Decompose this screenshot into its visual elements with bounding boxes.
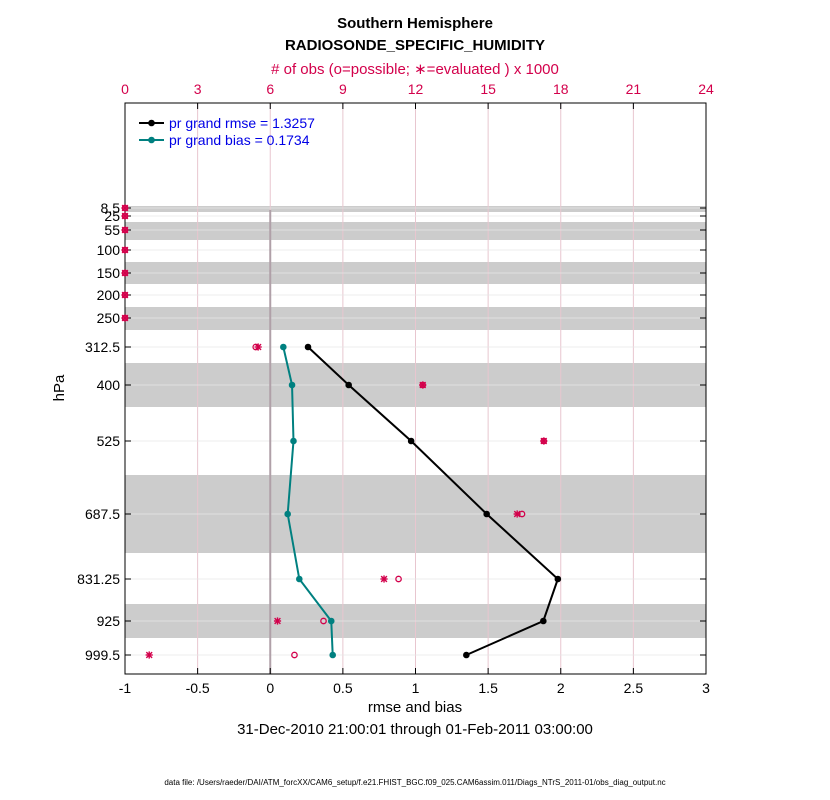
obs-evaluated-marker bbox=[273, 617, 282, 625]
x-axis-ticks: -1 -0.5 0 0.5 1 1.5 2 2.5 3 bbox=[119, 668, 710, 696]
top-axis-label: # of obs (o=possible; ∗=evaluated ) x 10… bbox=[271, 61, 559, 78]
obs-evaluated-stroke bbox=[380, 575, 388, 583]
obs-evaluated-marker bbox=[540, 437, 548, 445]
obs-evaluated-stroke bbox=[145, 651, 153, 659]
obs-evaluated-stroke bbox=[419, 381, 427, 389]
legend-bias-label: pr grand bias = 0.1734 bbox=[169, 132, 310, 148]
y-tick-label: 999.5 bbox=[85, 647, 120, 663]
obs-evaluated-stroke bbox=[540, 437, 548, 445]
top-tick-label: 15 bbox=[480, 81, 496, 97]
x-axis-label: rmse and bias bbox=[368, 699, 462, 716]
x-tick-label: 1.5 bbox=[478, 680, 498, 696]
obs-possible-marker bbox=[395, 575, 402, 583]
y-tick-label: 100 bbox=[97, 242, 121, 258]
legend: pr grand rmse = 1.3257 pr grand bias = 0… bbox=[139, 115, 315, 148]
obs-evaluated-marker bbox=[121, 269, 129, 277]
obs-evaluated-stroke bbox=[121, 204, 129, 212]
chart-subtitle: RADIOSONDE_SPECIFIC_HUMIDITY bbox=[285, 37, 545, 54]
y-tick-label: 687.5 bbox=[85, 506, 120, 522]
y-tick-label: 400 bbox=[97, 377, 121, 393]
obs-evaluated-stroke bbox=[274, 617, 281, 625]
obs-evaluated-marker bbox=[380, 575, 388, 583]
obs-evaluated-stroke bbox=[121, 291, 129, 299]
top-tick-label: 12 bbox=[408, 81, 424, 97]
top-tick-label: 21 bbox=[626, 81, 642, 97]
obs-possible-marker bbox=[320, 617, 327, 625]
y-axis-label: hPa bbox=[51, 374, 68, 401]
x-tick-label: 0 bbox=[266, 680, 274, 696]
date-range: 31-Dec-2010 21:00:01 through 01-Feb-2011… bbox=[237, 721, 593, 738]
obs-evaluated-marker bbox=[121, 226, 129, 234]
chart-title: Southern Hemisphere bbox=[337, 15, 493, 32]
top-tick-label: 3 bbox=[194, 81, 202, 97]
legend-bias-marker bbox=[148, 136, 155, 144]
bias-point bbox=[329, 651, 337, 659]
rmse-point bbox=[554, 575, 562, 583]
x-tick-label: -0.5 bbox=[186, 680, 210, 696]
y-tick-label: 925 bbox=[97, 613, 121, 629]
x-tick-label: 2 bbox=[557, 680, 565, 696]
top-tick-label: 0 bbox=[121, 81, 129, 97]
y-tick-label: 150 bbox=[97, 265, 121, 281]
y-tick-label: 250 bbox=[97, 310, 121, 326]
y-tick-label: 525 bbox=[97, 433, 121, 449]
obs-evaluated-marker bbox=[121, 246, 129, 254]
y-tick-label: 200 bbox=[97, 287, 121, 303]
series-lines bbox=[280, 343, 562, 659]
rmse-point bbox=[304, 343, 312, 351]
x-tick-label: 0.5 bbox=[333, 680, 353, 696]
grid-lines bbox=[125, 103, 706, 674]
obs-evaluated-stroke bbox=[121, 269, 129, 277]
top-tick-label: 9 bbox=[339, 81, 347, 97]
bias-point bbox=[280, 343, 287, 351]
rmse-point bbox=[540, 617, 547, 625]
x-tick-label: -1 bbox=[119, 680, 132, 696]
top-tick-label: 6 bbox=[266, 81, 274, 97]
obs-evaluated-marker bbox=[121, 204, 129, 212]
legend-rmse-label: pr grand rmse = 1.3257 bbox=[169, 115, 315, 131]
x-tick-label: 3 bbox=[702, 680, 710, 696]
rmse-point bbox=[407, 437, 415, 445]
y-tick-label: 25 bbox=[104, 208, 120, 224]
top-tick-label: 24 bbox=[698, 81, 714, 97]
data-file-footnote: data file: /Users/raeder/DAI/ATM_forcXX/… bbox=[164, 778, 665, 787]
obs-count-markers bbox=[121, 204, 548, 659]
y-tick-label: 8.5 bbox=[101, 200, 121, 216]
top-tick-label: 18 bbox=[553, 81, 569, 97]
obs-evaluated-stroke bbox=[121, 226, 129, 234]
bias-point bbox=[327, 617, 335, 625]
obs-evaluated-stroke bbox=[121, 314, 129, 322]
bias-point bbox=[290, 437, 297, 445]
rmse-point bbox=[345, 381, 352, 389]
obs-evaluated-marker bbox=[121, 314, 129, 322]
obs-possible-marker bbox=[291, 651, 298, 659]
obs-evaluated-marker bbox=[419, 381, 427, 389]
obs-evaluated-stroke bbox=[121, 246, 129, 254]
x-tick-label: 2.5 bbox=[624, 680, 644, 696]
legend-rmse-marker bbox=[148, 119, 155, 127]
obs-evaluated-marker bbox=[513, 510, 521, 518]
obs-evaluated-stroke bbox=[513, 510, 521, 518]
obs-evaluated-marker bbox=[121, 291, 129, 299]
y-tick-label: 831.25 bbox=[77, 571, 120, 587]
obs-evaluated-marker bbox=[121, 212, 129, 220]
obs-evaluated-marker bbox=[254, 343, 262, 351]
obs-evaluated-marker bbox=[145, 651, 153, 659]
bias-point bbox=[288, 381, 296, 389]
rmse-point bbox=[483, 510, 490, 518]
rmse-point bbox=[463, 651, 470, 659]
x-tick-label: 1 bbox=[412, 680, 420, 696]
obs-evaluated-stroke bbox=[254, 343, 262, 351]
y-tick-label: 312.5 bbox=[85, 339, 120, 355]
bias-point bbox=[284, 510, 291, 518]
obs-evaluated-stroke bbox=[121, 212, 129, 220]
top-axis-ticks: 0 3 6 9 12 15 18 21 24 bbox=[121, 81, 714, 109]
bias-point bbox=[296, 575, 303, 583]
y-tick-label: 55 bbox=[104, 222, 120, 238]
